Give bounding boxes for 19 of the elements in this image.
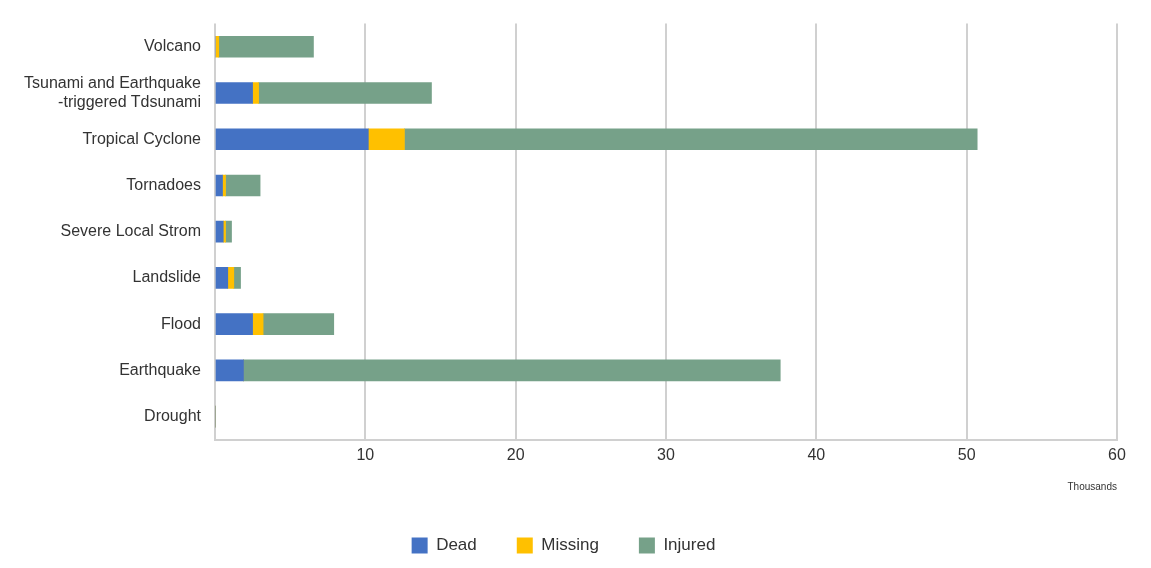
y-tick-label: Tsunami and Earthquake -triggered Tdsunami: [24, 73, 202, 110]
y-tick-label: Severe Local Strom: [60, 222, 201, 240]
legend-label: Dead: [436, 535, 477, 555]
x-tick-label: 60: [1108, 445, 1126, 463]
y-tick-label: Drought: [144, 407, 202, 425]
y-tick-label: Tropical Cyclone: [82, 129, 202, 147]
y-tick-label: Tornadoes: [126, 175, 201, 193]
legend-label: Missing: [541, 535, 599, 555]
x-tick-label: 50: [957, 445, 976, 463]
y-tick-label: Flood: [160, 314, 201, 332]
x-tick-label: 40: [807, 445, 826, 463]
y-tick-label: Earthquake: [119, 360, 202, 378]
y-tick-label: Volcano: [144, 37, 202, 55]
x-tick-label: 30: [657, 445, 675, 463]
x-tick-label: 10: [356, 445, 375, 463]
x-tick-label: 20: [506, 445, 525, 463]
y-tick-label: Landslide: [132, 268, 202, 286]
x-axis-title: Thousands: [1067, 480, 1117, 492]
legend-label: Injured: [663, 535, 716, 555]
